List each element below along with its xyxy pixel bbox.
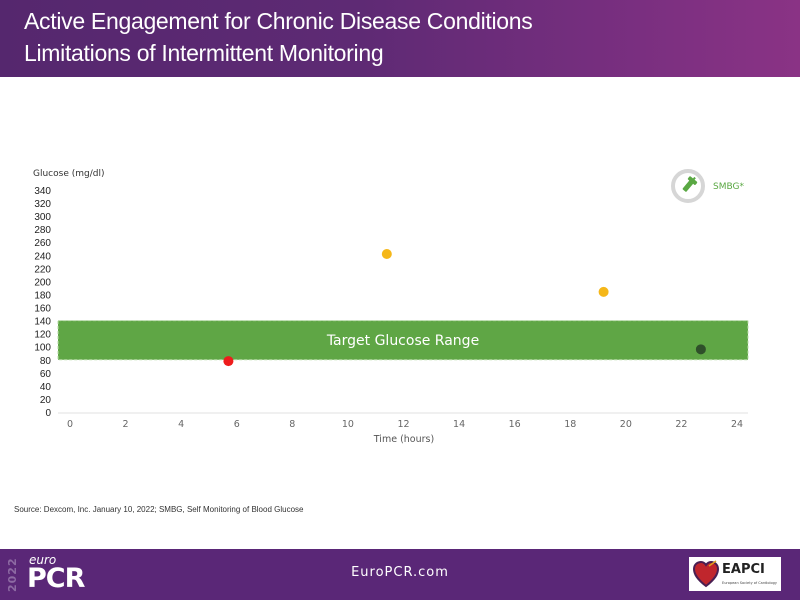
data-point-high bbox=[598, 286, 609, 297]
footer-website-link[interactable]: EuroPCR.com bbox=[351, 565, 449, 580]
slide-footer: 2022 euro PCR EuroPCR.com EAPCI European… bbox=[0, 549, 800, 600]
x-tick-label: 6 bbox=[234, 419, 240, 430]
x-axis-label: Time (hours) bbox=[373, 434, 434, 445]
x-tick-label: 22 bbox=[675, 419, 687, 430]
y-tick-label: 220 bbox=[34, 264, 51, 275]
x-tick-label: 4 bbox=[178, 419, 184, 430]
y-tick-label: 60 bbox=[40, 369, 52, 380]
y-tick-label: 100 bbox=[34, 343, 51, 354]
y-tick-label: 20 bbox=[40, 395, 52, 406]
y-tick-label: 40 bbox=[40, 382, 52, 393]
y-tick-label: 160 bbox=[34, 304, 51, 315]
target-range-band bbox=[57, 320, 749, 361]
heart-icon bbox=[693, 560, 719, 588]
chart-legend: SMBG* bbox=[671, 169, 744, 203]
x-tick-label: 24 bbox=[731, 419, 743, 430]
data-point-low bbox=[223, 356, 234, 367]
europcr-logo: PCR bbox=[27, 563, 85, 594]
footer-brand-small: euro bbox=[29, 553, 57, 567]
glucose-meter-icon bbox=[682, 176, 698, 192]
legend-ring bbox=[671, 169, 705, 203]
y-tick-label: 140 bbox=[34, 317, 51, 328]
y-tick-label: 200 bbox=[34, 277, 51, 288]
legend-label-smbg: SMBG* bbox=[713, 182, 744, 192]
y-tick-label: 300 bbox=[34, 212, 51, 223]
x-tick-label: 16 bbox=[509, 419, 521, 430]
slide-header: Active Engagement for Chronic Disease Co… bbox=[0, 0, 800, 77]
source-note: Source: Dexcom, Inc. January 10, 2022; S… bbox=[14, 505, 304, 514]
x-tick-label: 2 bbox=[123, 419, 129, 430]
x-tick-label: 20 bbox=[620, 419, 632, 430]
y-tick-label: 120 bbox=[34, 330, 51, 341]
y-tick-label: 320 bbox=[34, 199, 51, 210]
x-tick-label: 0 bbox=[67, 419, 73, 430]
eapci-name: EAPCI bbox=[722, 562, 765, 577]
y-tick-label: 260 bbox=[34, 238, 51, 249]
x-tick-label: 8 bbox=[289, 419, 295, 430]
y-axis-label: Glucose (mg/dl) bbox=[33, 169, 104, 179]
eapci-subtitle: European Society of Cardiology bbox=[722, 581, 777, 585]
target-range-label: Target Glucose Range bbox=[326, 333, 479, 349]
glucose-chart: Target Glucose Range Glucose (mg/dl) Tim… bbox=[33, 169, 749, 445]
x-tick-label: 18 bbox=[564, 419, 576, 430]
x-tick-label: 12 bbox=[397, 419, 409, 430]
data-point-in-range bbox=[695, 344, 706, 355]
slide-title: Active Engagement for Chronic Disease Co… bbox=[24, 8, 533, 34]
eapci-logo: EAPCI European Society of Cardiology bbox=[689, 557, 781, 591]
x-tick-label: 14 bbox=[453, 419, 465, 430]
y-tick-label: 180 bbox=[34, 290, 51, 301]
y-tick-label: 280 bbox=[34, 225, 51, 236]
slide-subtitle: Limitations of Intermittent Monitoring bbox=[24, 40, 384, 66]
y-tick-label: 240 bbox=[34, 251, 51, 262]
data-point-high bbox=[381, 248, 392, 259]
y-tick-label: 0 bbox=[45, 408, 51, 419]
x-tick-label: 10 bbox=[342, 419, 354, 430]
y-tick-label: 80 bbox=[40, 356, 52, 367]
y-tick-label: 340 bbox=[34, 186, 51, 197]
